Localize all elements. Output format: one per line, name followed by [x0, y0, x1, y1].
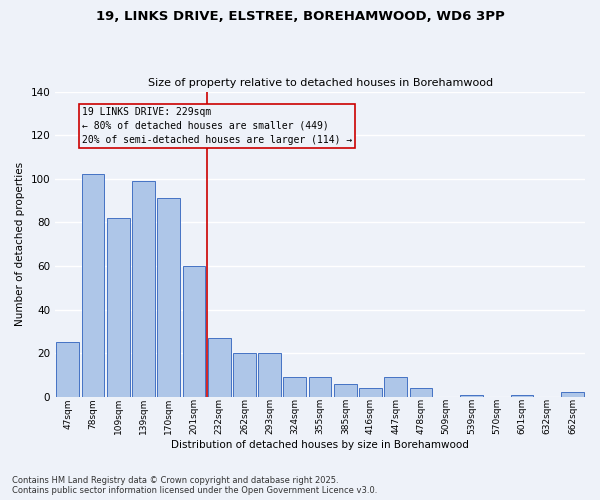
Bar	[385, 377, 407, 396]
Text: 19 LINKS DRIVE: 229sqm
← 80% of detached houses are smaller (449)
20% of semi-de: 19 LINKS DRIVE: 229sqm ← 80% of detached…	[82, 107, 352, 145]
Bar	[561, 392, 584, 396]
Bar	[410, 388, 433, 396]
Bar	[511, 394, 533, 396]
Y-axis label: Number of detached properties: Number of detached properties	[15, 162, 25, 326]
Bar	[82, 174, 104, 396]
Bar	[208, 338, 230, 396]
Bar	[309, 377, 331, 396]
Bar	[233, 353, 256, 397]
Text: 19, LINKS DRIVE, ELSTREE, BOREHAMWOOD, WD6 3PP: 19, LINKS DRIVE, ELSTREE, BOREHAMWOOD, W…	[95, 10, 505, 23]
Bar	[107, 218, 130, 396]
Bar	[359, 388, 382, 396]
Title: Size of property relative to detached houses in Borehamwood: Size of property relative to detached ho…	[148, 78, 493, 88]
Bar	[334, 384, 356, 396]
Bar	[460, 394, 483, 396]
Bar	[182, 266, 205, 396]
Bar	[258, 353, 281, 397]
Bar	[283, 377, 306, 396]
Text: Contains HM Land Registry data © Crown copyright and database right 2025.
Contai: Contains HM Land Registry data © Crown c…	[12, 476, 377, 495]
Bar	[56, 342, 79, 396]
X-axis label: Distribution of detached houses by size in Borehamwood: Distribution of detached houses by size …	[171, 440, 469, 450]
Bar	[157, 198, 180, 396]
Bar	[132, 181, 155, 396]
